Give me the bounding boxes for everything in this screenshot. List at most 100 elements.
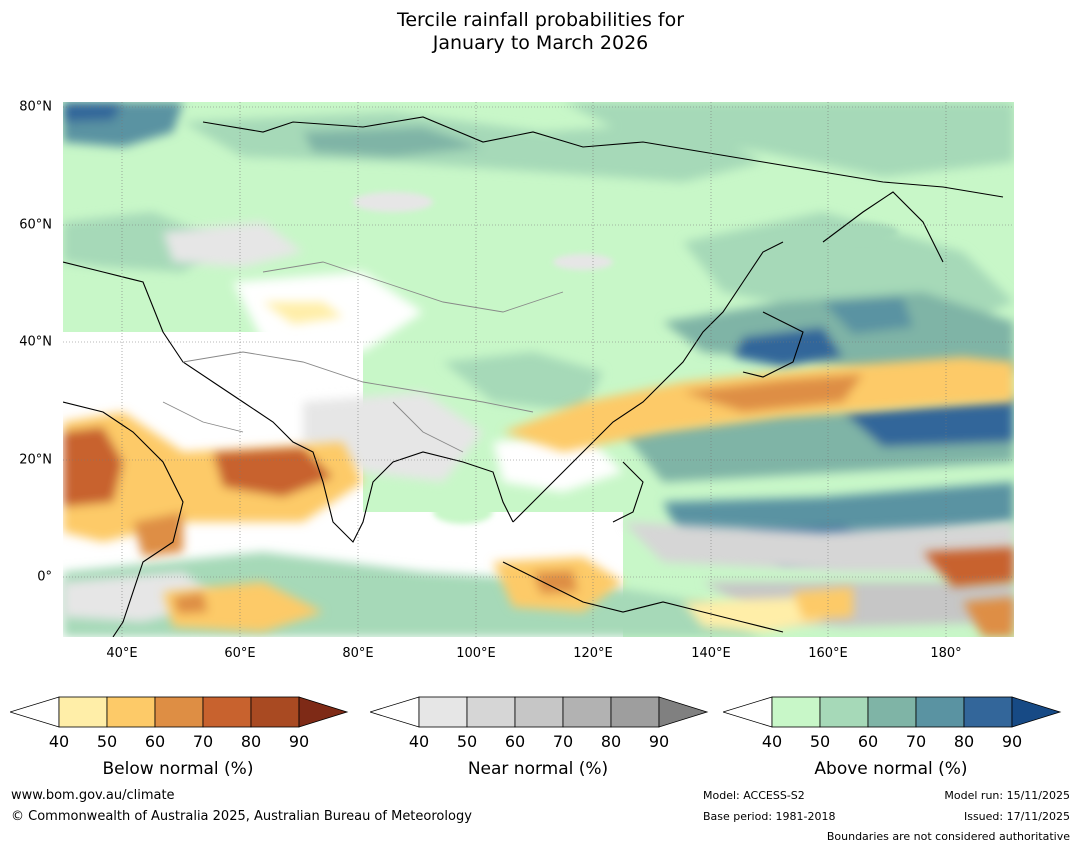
website-link[interactable]: www.bom.gov.au/climate xyxy=(11,788,175,803)
colorbar-above-seg-5 xyxy=(963,696,1013,728)
below-tick-70: 70 xyxy=(192,732,214,751)
model-text: Model: ACCESS-S2 xyxy=(703,789,805,802)
below-tick-50: 50 xyxy=(96,732,118,751)
near-tick-80: 80 xyxy=(600,732,622,751)
colorbar-below-low-extend xyxy=(10,696,60,728)
near-tick-70: 70 xyxy=(552,732,574,751)
colorbar-near-high-extend xyxy=(658,696,709,728)
near-tick-50: 50 xyxy=(456,732,478,751)
colorbar-above-high-extend xyxy=(1011,696,1062,728)
map-svg xyxy=(63,102,1014,637)
above-northeast-band xyxy=(563,102,1014,177)
boundary-3 xyxy=(162,401,244,433)
lat-label-20n: 20°N xyxy=(19,452,52,468)
colorbar-above-seg-1 xyxy=(771,696,821,728)
lon-label-180: 180° xyxy=(930,646,962,661)
coastlines xyxy=(63,116,1004,637)
near-central-asia xyxy=(163,222,303,267)
colorbar-below-high-extend xyxy=(298,696,349,728)
lon-label-160e: 160°E xyxy=(808,646,848,661)
below-south-indian-core xyxy=(173,592,208,614)
above-tick-70: 70 xyxy=(905,732,927,751)
lon-label-40e: 40°E xyxy=(106,646,138,661)
lon-label-100e: 100°E xyxy=(456,646,496,661)
below-south-pacific-corner xyxy=(963,597,1014,637)
copyright-text: © Commonwealth of Australia 2025, Austra… xyxy=(11,809,472,824)
near-tick-90: 90 xyxy=(648,732,670,751)
below-caspian xyxy=(263,302,343,324)
colorbar-below xyxy=(10,696,349,728)
near-patch-siberia xyxy=(353,192,433,212)
below-arabian-sea-core xyxy=(213,447,333,497)
indonesia-coast xyxy=(502,561,784,633)
below-arabia-strong xyxy=(63,427,123,507)
below-tick-90: 90 xyxy=(288,732,310,751)
title-line-1: Tercile rainfall probabilities for xyxy=(396,9,685,31)
chart-title: Tercile rainfall probabilities for Janua… xyxy=(0,9,1081,55)
above-tick-60: 60 xyxy=(857,732,879,751)
above-japan-strong xyxy=(733,327,843,367)
near-equatorial-pacific xyxy=(623,522,1014,572)
probability-map[interactable] xyxy=(63,102,1014,637)
colorbar-above-low-extend xyxy=(723,696,773,728)
model-run-text: Model run: 15/11/2025 xyxy=(944,789,1070,802)
above-arctic-core xyxy=(303,127,483,157)
graticule xyxy=(63,102,1014,637)
colorbar-near-seg-3 xyxy=(514,696,564,728)
country-boundaries xyxy=(162,261,564,453)
below-subtropical-core xyxy=(683,374,863,412)
neutral-southeast-asia xyxy=(493,432,623,492)
lon-label-120e: 120°E xyxy=(573,646,613,661)
boundary-2 xyxy=(262,261,564,313)
above-normal-label: Above normal (%) xyxy=(814,759,968,779)
below-coral-sea xyxy=(793,587,853,620)
asia-southern-coast xyxy=(63,261,514,543)
above-china xyxy=(443,352,603,412)
colorbar-above-segments xyxy=(771,696,1013,728)
lat-label-0: 0° xyxy=(37,569,52,585)
colorbar-above xyxy=(723,696,1062,728)
colorbar-near xyxy=(370,696,709,728)
colorbar-near-segments xyxy=(418,696,660,728)
colorbar-below-seg-2 xyxy=(106,696,156,728)
colorbar-above-seg-3 xyxy=(867,696,917,728)
near-tick-40: 40 xyxy=(408,732,430,751)
colorbar-above-seg-4 xyxy=(915,696,965,728)
lat-label-40n: 40°N xyxy=(19,334,52,350)
below-tick-60: 60 xyxy=(144,732,166,751)
probability-fields xyxy=(63,102,1014,637)
colorbar-below-seg-4 xyxy=(202,696,252,728)
lon-label-80e: 80°E xyxy=(342,646,374,661)
boundary-4 xyxy=(392,401,464,453)
near-patch-mongolia xyxy=(553,254,613,270)
below-new-guinea xyxy=(683,597,823,632)
japan-coast xyxy=(742,311,804,378)
lon-label-140e: 140°E xyxy=(691,646,731,661)
lat-label-60n: 60°N xyxy=(19,217,52,233)
colorbar-above-seg-2 xyxy=(819,696,869,728)
arabia-africa-coast xyxy=(63,401,184,637)
issued-text: Issued: 17/11/2025 xyxy=(963,810,1070,823)
above-pacific-core xyxy=(823,297,913,334)
title-line-2: January to March 2026 xyxy=(432,32,649,54)
disclaimer-text: Boundaries are not considered authoritat… xyxy=(826,830,1070,843)
colorbar-near-seg-2 xyxy=(466,696,516,728)
below-normal-label: Below normal (%) xyxy=(102,759,254,779)
above-patch-chukotka xyxy=(828,223,898,241)
below-tick-40: 40 xyxy=(48,732,70,751)
arctic-coastline xyxy=(202,116,1004,198)
colorbar-near-low-extend xyxy=(370,696,420,728)
above-tick-50: 50 xyxy=(809,732,831,751)
above-nw-pacific xyxy=(663,292,1014,382)
below-horn-africa xyxy=(133,512,183,557)
above-tick-90: 90 xyxy=(1001,732,1023,751)
lat-label-80n: 80°N xyxy=(19,99,52,115)
philippines-coast xyxy=(612,461,644,523)
boundary-1 xyxy=(182,351,534,413)
base-period-text: Base period: 1981-2018 xyxy=(703,810,836,823)
above-tick-80: 80 xyxy=(953,732,975,751)
colorbar-below-segments xyxy=(58,696,300,728)
below-indonesia-core xyxy=(533,570,578,594)
below-arabian-sea xyxy=(63,412,363,542)
colorbar-near-seg-5 xyxy=(610,696,660,728)
